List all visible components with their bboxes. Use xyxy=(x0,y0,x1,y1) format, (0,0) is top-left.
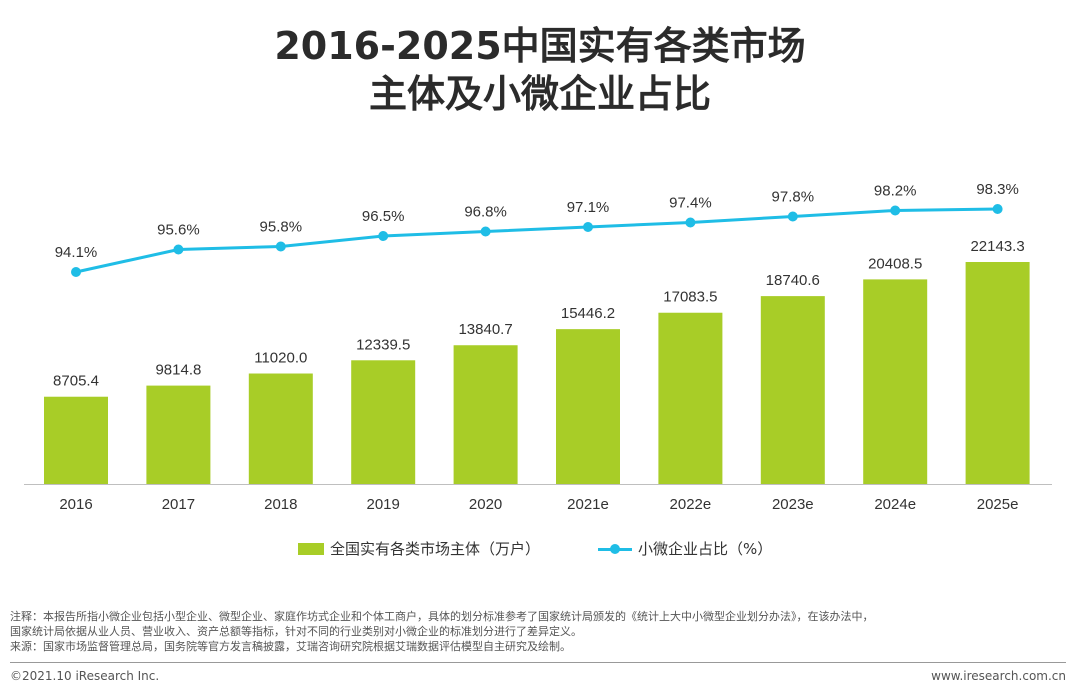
line-series-share xyxy=(75,207,998,274)
legend-line-swatch xyxy=(598,543,632,555)
chart: 8705.4 9814.8 11020.0 12339.5 13840.7 15446.2… xyxy=(24,181,1052,513)
x-tick-label-2023e: 2023e xyxy=(772,496,814,513)
line-value-label-2016: 94.1% xyxy=(55,244,98,261)
line-point-2018 xyxy=(275,241,286,252)
x-tick-label-2024e: 2024e xyxy=(874,496,916,513)
legend-bar-swatch xyxy=(298,542,324,555)
footer-divider xyxy=(10,662,1066,663)
bar-2023e xyxy=(760,296,825,484)
chart-title: 2016-2025中国实有各类市场 主体及小微企业占比 xyxy=(0,22,1080,118)
line-value-label-2025e: 98.3% xyxy=(976,181,1019,198)
line-value-label-2022e: 97.4% xyxy=(669,195,712,212)
bar-value-label-2022e: 17083.5 xyxy=(663,289,717,306)
bar-2016 xyxy=(44,396,108,484)
line-point-2016 xyxy=(71,267,81,277)
line-point-2025e xyxy=(992,204,1003,214)
line-point-2022e xyxy=(685,217,696,228)
legend-line-label: 小微企业占比（%） xyxy=(638,540,773,558)
bar-2019 xyxy=(351,360,416,484)
footer-copyright: ©2021.10 iResearch Inc. xyxy=(10,669,160,683)
footer-website[interactable]: www.iresearch.com.cn xyxy=(931,669,1066,683)
chart-title-line-1: 2016-2025中国实有各类市场 xyxy=(274,24,806,68)
x-tick-label-2017: 2017 xyxy=(162,496,195,513)
legend-item-bar: 全国实有各类市场主体（万户） xyxy=(298,538,540,559)
line-value-label-2020: 96.8% xyxy=(464,204,507,221)
x-tick-label-2025e: 2025e xyxy=(977,496,1019,513)
line-value-label-2024e: 98.2% xyxy=(874,183,917,200)
line-value-label-2023e: 97.8% xyxy=(772,189,815,206)
x-tick-label-2021e: 2021e xyxy=(567,496,609,513)
bar-2022e xyxy=(658,312,723,484)
bar-value-label-2019: 12339.5 xyxy=(356,336,410,353)
legend-bar-label: 全国实有各类市场主体（万户） xyxy=(330,540,541,558)
note-line-1: 注释：本报告所指小微企业包括小型企业、微型企业、家庭作坊式企业和个体工商户，具体… xyxy=(10,610,874,623)
bar-value-label-2017: 9814.8 xyxy=(155,362,201,379)
bar-2017 xyxy=(146,385,211,484)
bar-value-label-2025e: 22143.3 xyxy=(970,238,1024,255)
bar-2021e xyxy=(556,329,620,484)
chart-title-line-2: 主体及小微企业占比 xyxy=(368,72,711,116)
bar-value-label-2023e: 18740.6 xyxy=(766,272,820,289)
source-line: 来源：国家市场监督管理总局，国务院等官方发言稿披露，艾瑞咨询研究院根据艾瑞数据评… xyxy=(10,640,571,653)
line-point-2020 xyxy=(480,226,491,237)
notes: 注释：本报告所指小微企业包括小型企业、微型企业、家庭作坊式企业和个体工商户，具体… xyxy=(10,609,1072,654)
bar-value-label-2016: 8705.4 xyxy=(53,373,99,390)
bar-value-label-2020: 13840.7 xyxy=(458,321,512,338)
line-value-label-2017: 95.6% xyxy=(157,222,200,239)
x-tick-label-2018: 2018 xyxy=(264,496,297,513)
line-value-label-2019: 96.5% xyxy=(362,208,405,225)
bar-2024e xyxy=(863,279,928,484)
line-point-2019 xyxy=(378,231,389,241)
bar-value-label-2024e: 20408.5 xyxy=(868,255,922,272)
line-value-label-2021e: 97.1% xyxy=(567,199,610,216)
x-tick-label-2019: 2019 xyxy=(367,496,400,513)
bar-2025e xyxy=(965,262,1030,484)
line-point-2021e xyxy=(583,222,593,232)
bar-2018 xyxy=(248,373,313,484)
legend: 全国实有各类市场主体（万户） 小微企业占比（%） xyxy=(0,538,1080,562)
line-value-label-2018: 95.8% xyxy=(260,219,303,236)
x-tick-label-2020: 2020 xyxy=(469,496,502,513)
line-point-2023e xyxy=(787,211,798,222)
note-line-2: 国家统计局依据从业人员、营业收入、资产总额等指标，针对不同的行业类别对小微企业的… xyxy=(10,625,582,638)
x-tick-label-2022e: 2022e xyxy=(670,496,712,513)
bar-value-label-2018: 11020.0 xyxy=(254,350,307,367)
x-tick-label-2016: 2016 xyxy=(59,496,92,513)
bar-value-label-2021e: 15446.2 xyxy=(561,305,615,322)
line-point-2024e xyxy=(890,205,901,216)
legend-item-line: 小微企业占比（%） xyxy=(598,538,772,559)
line-point-2017 xyxy=(173,244,184,255)
bar-2020 xyxy=(453,345,518,484)
